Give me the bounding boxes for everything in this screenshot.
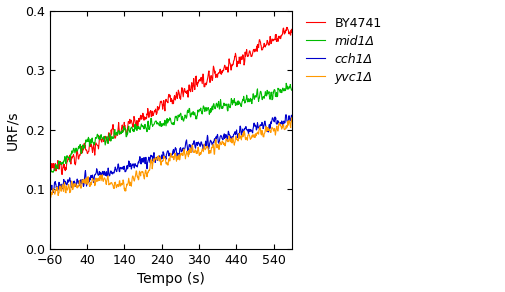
cch1Δ bbox=[219, 137, 225, 140]
BY4741 bbox=[112, 136, 118, 140]
cch1Δ bbox=[203, 139, 209, 143]
BY4741 bbox=[216, 71, 222, 74]
cch1Δ bbox=[216, 141, 222, 145]
mid1Δ bbox=[237, 102, 243, 105]
cch1Δ bbox=[47, 184, 53, 188]
yvc1Δ bbox=[237, 135, 243, 139]
yvc1Δ bbox=[219, 140, 225, 143]
mid1Δ bbox=[219, 107, 225, 110]
Y-axis label: URF/s: URF/s bbox=[6, 110, 20, 150]
yvc1Δ bbox=[289, 120, 295, 124]
cch1Δ bbox=[237, 124, 243, 128]
BY4741 bbox=[203, 83, 209, 86]
mid1Δ bbox=[168, 117, 174, 121]
mid1Δ bbox=[203, 107, 209, 111]
Line: cch1Δ: cch1Δ bbox=[50, 115, 292, 192]
yvc1Δ bbox=[112, 181, 118, 185]
yvc1Δ bbox=[47, 191, 53, 195]
cch1Δ bbox=[50, 191, 57, 194]
mid1Δ bbox=[112, 128, 118, 131]
cch1Δ bbox=[289, 116, 295, 119]
yvc1Δ bbox=[289, 116, 295, 119]
yvc1Δ bbox=[168, 153, 174, 156]
Line: BY4741: BY4741 bbox=[50, 27, 292, 175]
BY4741 bbox=[289, 29, 295, 32]
BY4741 bbox=[168, 97, 174, 100]
BY4741 bbox=[283, 26, 289, 29]
yvc1Δ bbox=[47, 196, 54, 199]
cch1Δ bbox=[112, 167, 118, 171]
yvc1Δ bbox=[216, 147, 222, 150]
X-axis label: Tempo (s): Tempo (s) bbox=[137, 272, 205, 286]
yvc1Δ bbox=[203, 147, 209, 151]
Legend: BY4741, mid1Δ, cch1Δ, yvc1Δ: BY4741, mid1Δ, cch1Δ, yvc1Δ bbox=[301, 12, 387, 89]
mid1Δ bbox=[283, 81, 289, 85]
mid1Δ bbox=[50, 171, 56, 174]
Line: mid1Δ: mid1Δ bbox=[50, 83, 292, 172]
BY4741 bbox=[237, 62, 243, 65]
mid1Δ bbox=[216, 100, 222, 103]
mid1Δ bbox=[47, 169, 53, 172]
cch1Δ bbox=[283, 113, 289, 117]
BY4741 bbox=[219, 69, 225, 72]
BY4741 bbox=[59, 173, 65, 176]
Line: yvc1Δ: yvc1Δ bbox=[50, 118, 292, 197]
BY4741 bbox=[47, 169, 53, 173]
mid1Δ bbox=[289, 88, 295, 92]
cch1Δ bbox=[168, 154, 174, 158]
